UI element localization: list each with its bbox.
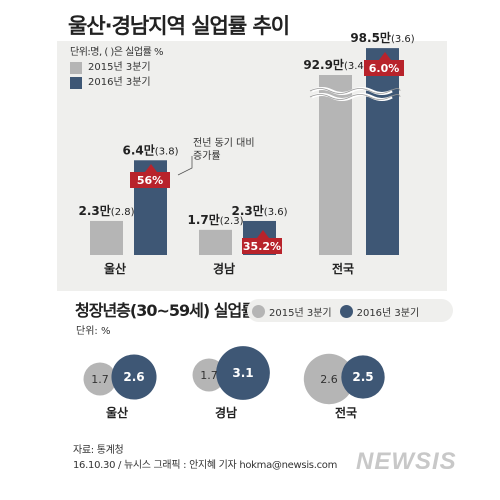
bar-전국-2015 bbox=[319, 75, 352, 255]
category-label-울산: 울산 bbox=[104, 261, 126, 276]
bubble-전국-2015 bbox=[303, 353, 355, 405]
bar-value-label-울산-2015: 2.3만(2.8) bbox=[78, 203, 134, 218]
bubble-legend-dot-2016 bbox=[339, 305, 353, 318]
legend-label-2016: 2016년 3분기 bbox=[88, 77, 151, 88]
bar-value-label-전국-2016: 98.5만(3.6) bbox=[350, 30, 414, 45]
bubble-category-label-경남: 경남 bbox=[215, 405, 237, 420]
category-label-전국: 전국 bbox=[332, 261, 354, 276]
growth-label-경남: 35.2% bbox=[243, 240, 281, 253]
legend-item-2015: 2015년 3분기 bbox=[70, 62, 202, 74]
bubble-legend: 2015년 3분기 2016년 3분기 bbox=[252, 304, 427, 319]
bubble-category-label-울산: 울산 bbox=[106, 405, 128, 420]
bubble-value-전국-2016: 2.5 bbox=[352, 370, 373, 384]
bubble-울산-2015 bbox=[83, 362, 117, 396]
credit-line: 16.10.30 / 뉴시스 그래픽 : 안지혜 기자 hokma@newsis… bbox=[73, 460, 338, 471]
bubble-전국-2016 bbox=[341, 355, 385, 399]
legend-item-2016: 2016년 3분기 bbox=[70, 77, 202, 89]
category-label-경남: 경남 bbox=[213, 261, 235, 276]
bubble-value-전국-2015: 2.6 bbox=[320, 373, 338, 386]
bubble-울산-2016 bbox=[111, 354, 157, 400]
bar-value-label-전국-2015: 92.9만(3.4) bbox=[303, 57, 367, 72]
bar-경남-2015 bbox=[199, 229, 232, 255]
growth-arrow-전국 bbox=[364, 52, 404, 76]
bar-value-label-경남-2015: 1.7만(2.3) bbox=[187, 212, 243, 227]
newsis-logo: NEWSIS bbox=[356, 448, 457, 475]
legend-swatch-2015 bbox=[70, 62, 82, 74]
bubble-category-label-전국: 전국 bbox=[335, 405, 357, 420]
bubble-value-울산-2016: 2.6 bbox=[123, 370, 144, 384]
legend-swatch-2016 bbox=[70, 77, 82, 89]
bar-울산-2015 bbox=[90, 220, 123, 255]
bubble-value-경남-2016: 3.1 bbox=[232, 366, 253, 380]
bubble-경남-2016 bbox=[216, 346, 270, 400]
bar-전국-2016 bbox=[366, 48, 399, 256]
bar-value-label-경남-2016: 2.3만(3.6) bbox=[231, 203, 287, 218]
bubble-legend-item-2016: 2016년 3분기 bbox=[339, 304, 420, 319]
bubble-legend-label-2016: 2016년 3분기 bbox=[356, 308, 420, 319]
bubble-value-경남-2015: 1.7 bbox=[200, 369, 218, 382]
growth-label-울산: 56% bbox=[137, 174, 163, 187]
growth-arrow-울산 bbox=[130, 164, 170, 188]
growth-arrow-경남 bbox=[242, 230, 282, 254]
bar-value-label-울산-2016: 6.4만(3.8) bbox=[122, 142, 178, 157]
axis-break-edge bbox=[309, 88, 401, 94]
annotation-leader-line bbox=[177, 156, 193, 176]
bubble-chart-title: 청장년층(30~59세) 실업률 bbox=[75, 301, 256, 320]
bubble-legend-label-2015: 2015년 3분기 bbox=[269, 308, 332, 319]
bubble-chart-unit: 단위: % bbox=[76, 326, 111, 337]
annotation-text: 증가률 bbox=[193, 150, 221, 162]
annotation-text: 전년 동기 대비 bbox=[193, 137, 255, 149]
bar-legend: 단위:명, ( )은 실업률 % 2015년 3분기 2016년 3분기 bbox=[70, 48, 202, 92]
legend-label-2015: 2015년 3분기 bbox=[88, 62, 151, 73]
bubble-legend-dot-2015 bbox=[252, 305, 265, 318]
growth-label-전국: 6.0% bbox=[369, 62, 400, 75]
bubble-value-울산-2015: 1.7 bbox=[91, 373, 109, 386]
chart-title: 울산·경남지역 실업률 추이 bbox=[68, 14, 290, 38]
axis-break-edge bbox=[309, 94, 401, 100]
legend-unit: 단위:명, ( )은 실업률 % bbox=[70, 47, 163, 58]
bubble-legend-item-2015: 2015년 3분기 bbox=[252, 304, 332, 319]
source-line: 자료: 통계청 bbox=[73, 445, 124, 456]
